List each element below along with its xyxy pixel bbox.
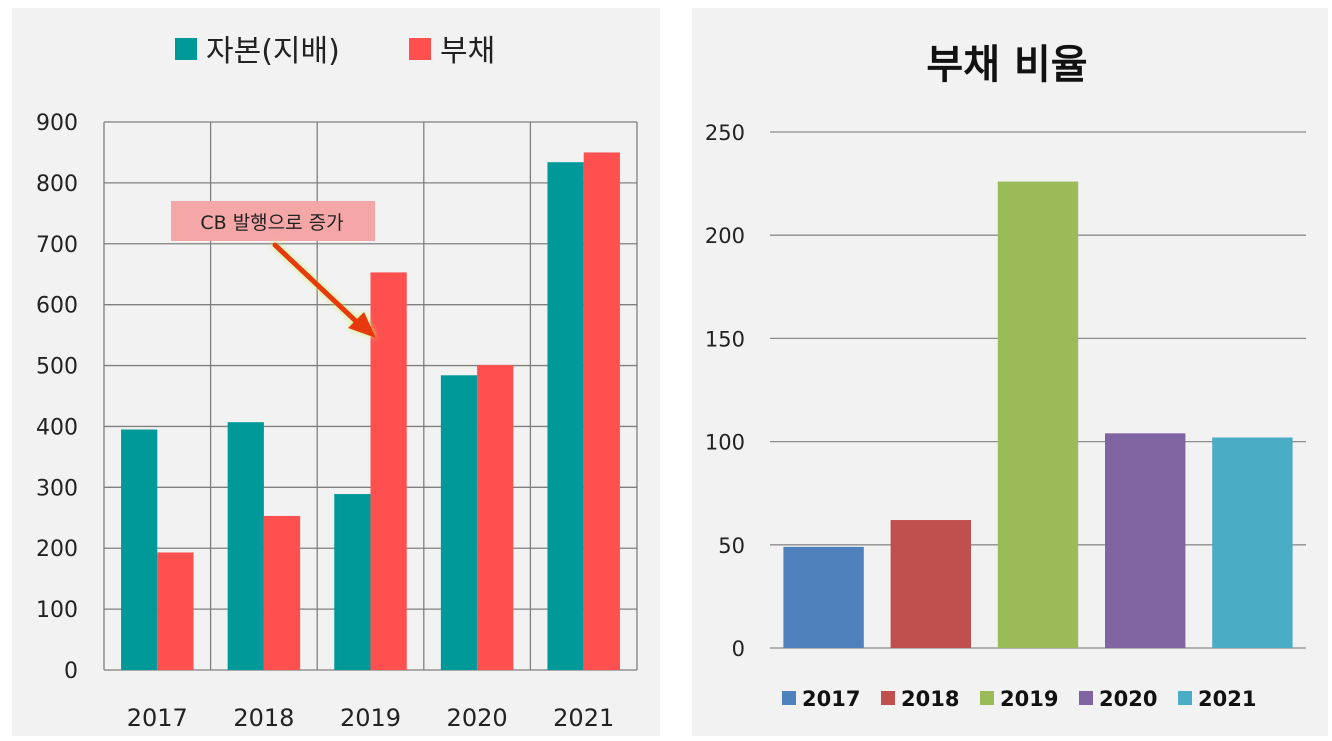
legend-label-2018: 2018: [901, 687, 959, 711]
bar-capital-2021: [547, 162, 584, 671]
legend-swatch-capital: [175, 38, 197, 60]
bar-debt-2019: [370, 272, 407, 670]
right-y-tick-label: 200: [705, 224, 745, 248]
right-bars: [783, 181, 1293, 648]
bar-debt-ratio-2017: [783, 546, 864, 648]
legend-swatch-2018: [881, 691, 895, 705]
bar-debt-2020: [477, 364, 514, 670]
left-x-tick-label: 2019: [340, 704, 401, 732]
left-x-tick-labels: 2017 2018 2019 2020 2021: [127, 704, 614, 732]
right-legend: 2017 2018 2019 2020 2021: [782, 687, 1256, 711]
legend-label-2020: 2020: [1099, 687, 1157, 711]
right-y-tick-label: 50: [718, 534, 745, 558]
annotation-text: CB 발행으로 증가: [200, 212, 343, 234]
bar-debt-2021: [583, 152, 620, 670]
left-y-tick-label: 300: [36, 476, 78, 501]
left-x-tick-label: 2020: [447, 704, 508, 732]
right-y-tick-labels: 0 50 100 150 200 250: [705, 121, 745, 661]
annotation-box: [171, 201, 375, 241]
bar-capital-2020: [440, 375, 478, 670]
legend-label-2017: 2017: [802, 687, 860, 711]
legend-swatch-2019: [980, 691, 994, 705]
legend-label-debt: 부채: [440, 34, 495, 69]
right-y-tick-label: 150: [705, 327, 745, 351]
left-x-tick-label: 2021: [553, 704, 614, 732]
left-bars: [121, 152, 620, 671]
legend-label-2021: 2021: [1198, 687, 1256, 711]
legend-swatch-2021: [1178, 691, 1192, 705]
right-y-tick-label: 100: [705, 431, 745, 455]
left-y-tick-label: 600: [36, 294, 78, 319]
left-y-tick-label: 400: [36, 415, 78, 440]
legend-swatch-2020: [1079, 691, 1093, 705]
left-y-tick-label: 900: [36, 111, 78, 136]
chart-title: 부채 비율: [926, 42, 1087, 88]
left-x-tick-label: 2018: [233, 704, 294, 732]
bar-capital-2018: [227, 422, 264, 670]
left-y-tick-label: 800: [36, 172, 78, 197]
bar-debt-ratio-2018: [890, 520, 971, 648]
bar-debt-2018: [263, 515, 301, 670]
legend-label-2019: 2019: [1000, 687, 1058, 711]
left-legend: 자본(지배) 부채: [175, 34, 495, 69]
bar-debt-2017: [157, 552, 194, 670]
left-grid: [103, 121, 638, 671]
left-y-tick-labels: 0 100 200 300 400 500 600 700 800 900: [36, 111, 78, 684]
legend-swatch-debt: [409, 38, 431, 60]
left-y-tick-label: 500: [36, 355, 78, 380]
bar-debt-ratio-2021: [1212, 437, 1293, 648]
left-y-tick-label: 100: [36, 598, 78, 623]
left-y-tick-label: 200: [36, 537, 78, 562]
bar-capital-2019: [334, 494, 371, 670]
left-y-tick-label: 0: [64, 659, 78, 684]
bar-capital-2017: [121, 429, 158, 670]
annotation-arrow: [272, 242, 376, 338]
right-y-tick-label: 250: [705, 121, 745, 145]
cb-annotation: CB 발행으로 증가: [171, 201, 376, 338]
left-y-tick-label: 700: [36, 233, 78, 258]
bar-debt-ratio-2020: [1105, 433, 1186, 648]
bar-debt-ratio-2019: [997, 181, 1079, 648]
legend-swatch-2017: [782, 691, 796, 705]
left-x-tick-label: 2017: [127, 704, 188, 732]
right-y-tick-label: 0: [732, 637, 745, 661]
legend-label-capital: 자본(지배): [206, 34, 340, 69]
